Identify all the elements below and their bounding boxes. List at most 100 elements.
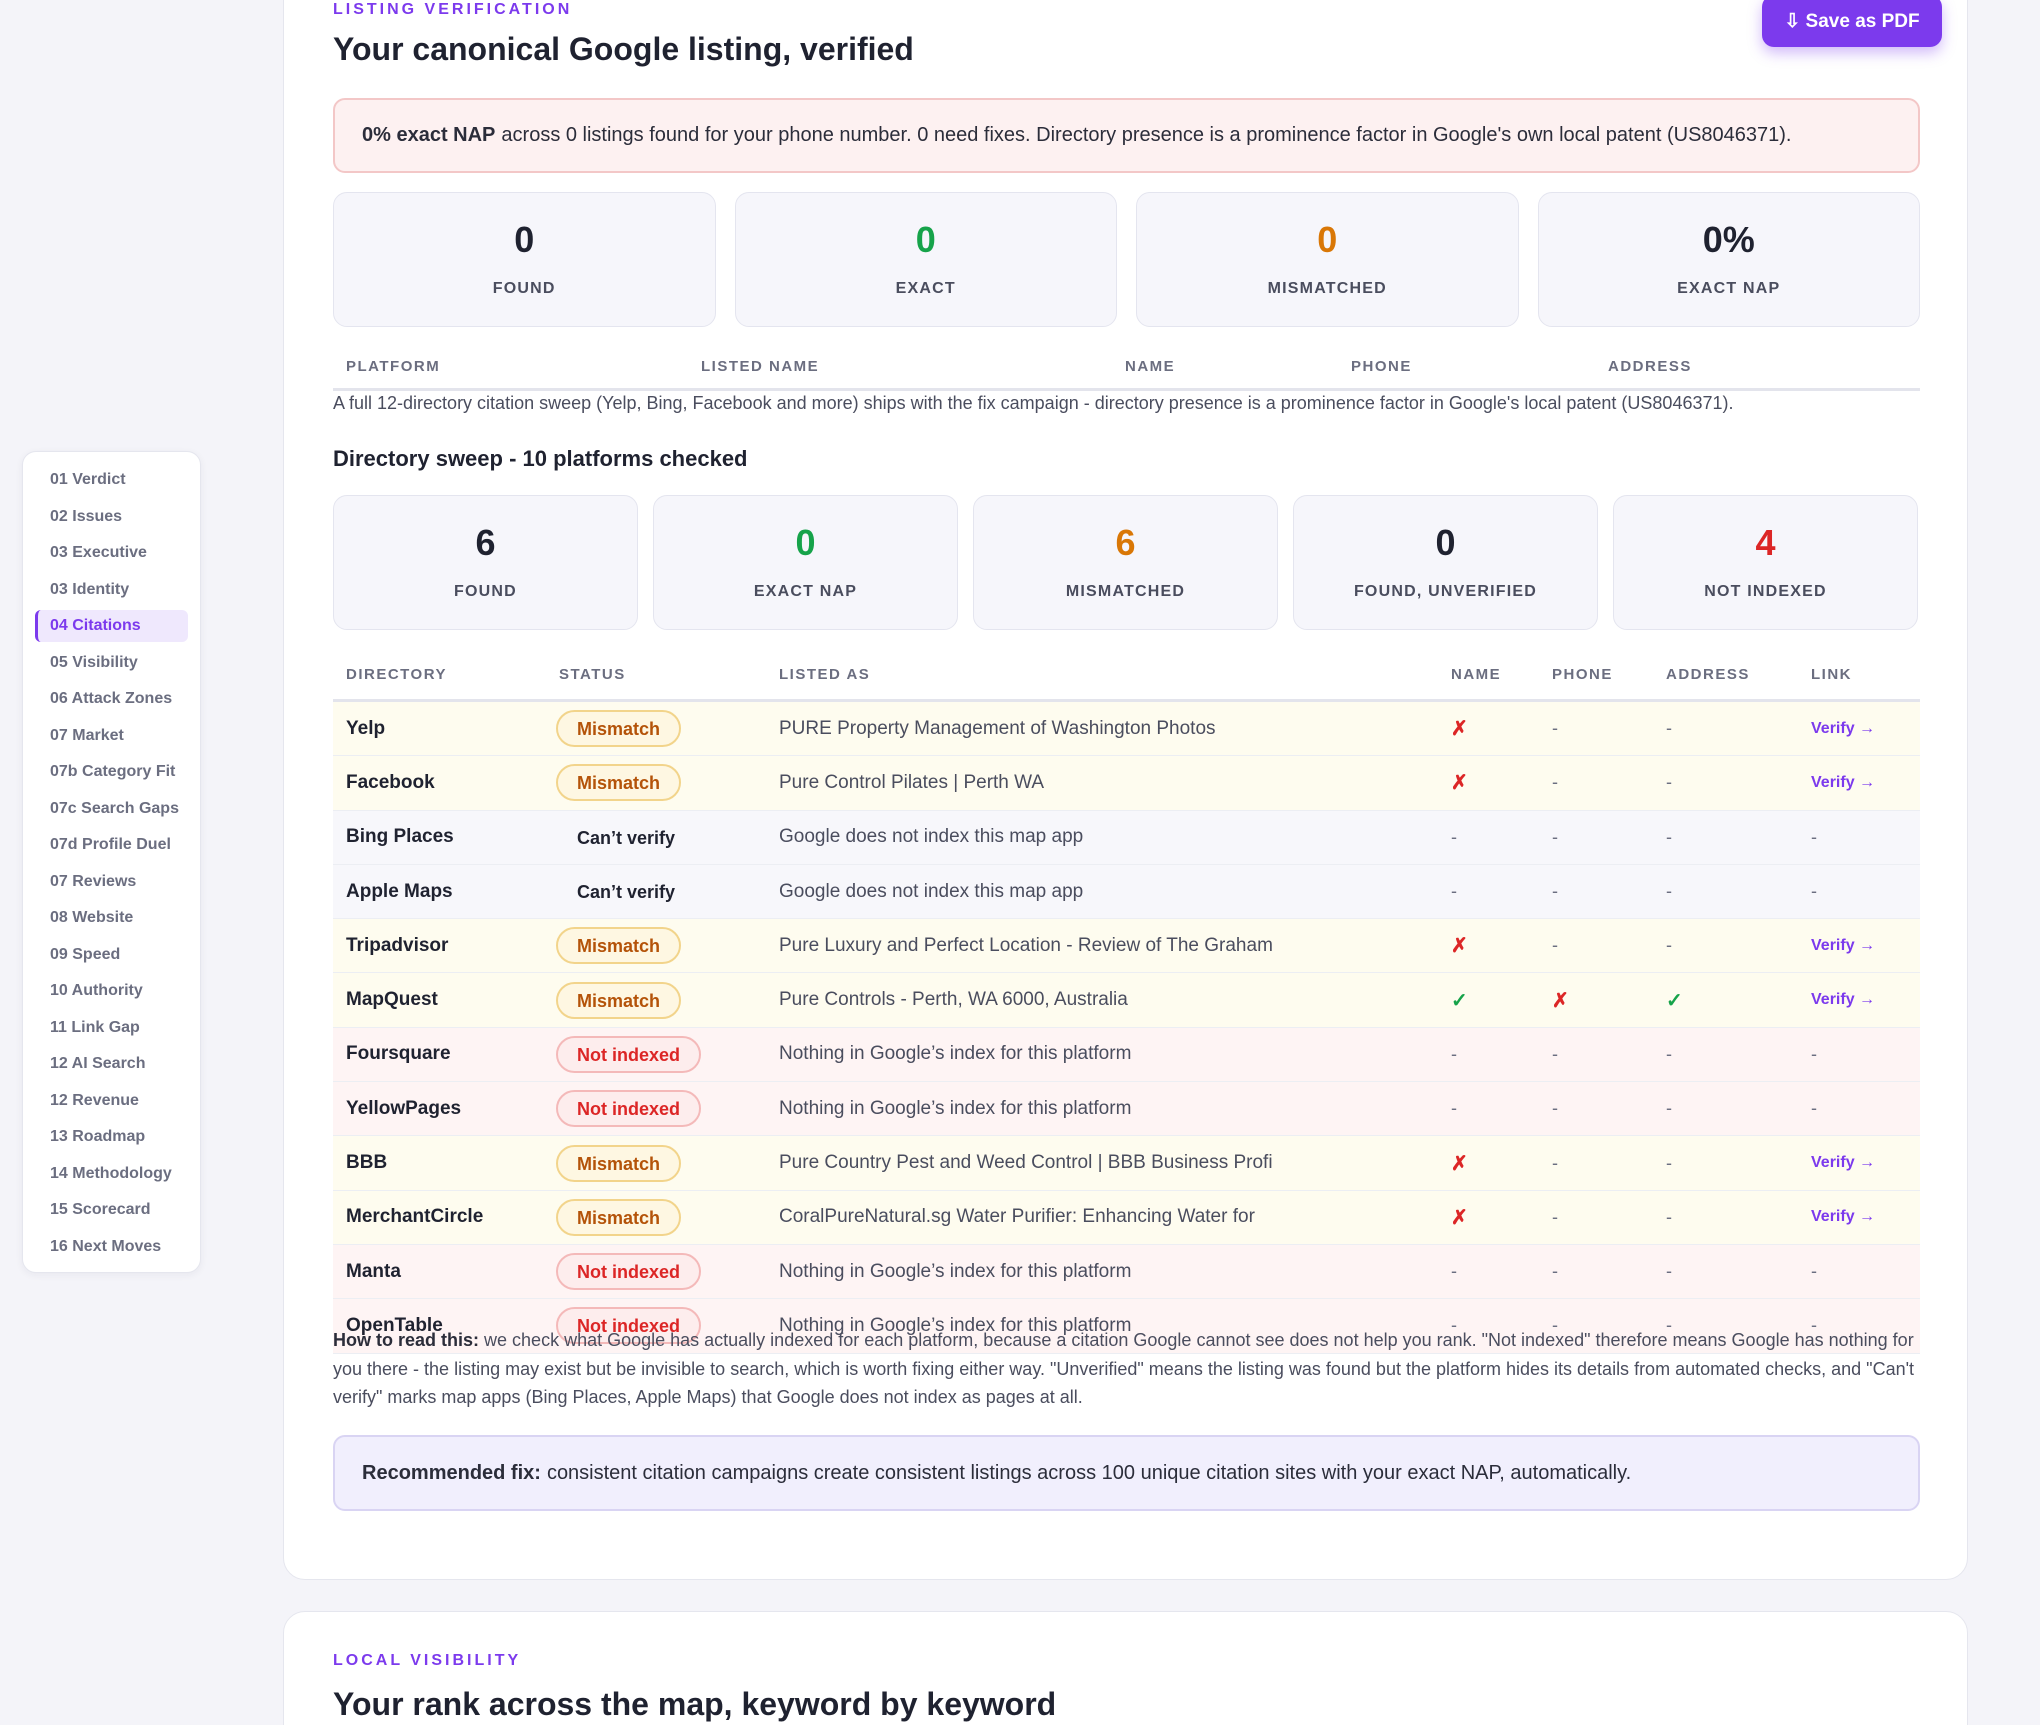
name-check: -: [1451, 1098, 1457, 1119]
stat-label: FOUND: [492, 279, 556, 297]
verify-link[interactable]: Verify →: [1811, 773, 1876, 791]
column-header: PHONE: [1351, 358, 1412, 375]
link-cell: -: [1811, 1082, 1817, 1135]
link-placeholder: -: [1811, 881, 1817, 902]
address-check-cell: -: [1666, 702, 1672, 755]
status-cell: Can’t verify: [556, 811, 696, 864]
listing-stats: 0 FOUND 0 EXACT 0 MISMATCHED 0% EXACT NA…: [333, 192, 1920, 327]
status-badge: Can’t verify: [577, 882, 676, 903]
address-check-cell: -: [1666, 1136, 1672, 1189]
table-row: Apple Maps Can’t verify Google does not in…: [333, 864, 1920, 920]
stat-value: 0: [1317, 218, 1338, 260]
table-row: BBB Mismatch Pure Country Pest and Weed Co…: [333, 1136, 1920, 1191]
sidebar-item[interactable]: 09 Speed: [50, 945, 121, 963]
section-eyebrow: LOCAL VISIBILITY: [333, 1652, 522, 1669]
directory-name: YellowPages: [346, 1097, 462, 1119]
sidebar-item[interactable]: 07 Reviews: [50, 872, 137, 890]
phone-check: -: [1552, 1206, 1558, 1227]
link-placeholder: -: [1811, 1098, 1817, 1119]
sidebar-item[interactable]: 05 Visibility: [50, 653, 138, 671]
address-check: -: [1666, 1098, 1672, 1119]
phone-check: -: [1552, 881, 1558, 902]
sidebar-item[interactable]: 14 Methodology: [50, 1164, 172, 1182]
address-check-cell: -: [1666, 1299, 1672, 1352]
save-pdf-button[interactable]: ⇩ Save as PDF: [1762, 0, 1942, 47]
link-placeholder: -: [1811, 1315, 1817, 1336]
sidebar-item[interactable]: 07d Profile Duel: [50, 836, 171, 853]
sidebar-item[interactable]: 02 Issues: [50, 507, 123, 525]
stat-value: 0: [1435, 521, 1456, 563]
listed-as: Google does not index this map app: [779, 880, 1084, 902]
phone-check: -: [1552, 1261, 1558, 1282]
phone-check: -: [1552, 1315, 1558, 1336]
sidebar-item[interactable]: 11 Link Gap: [50, 1018, 140, 1036]
status-badge: Mismatch: [556, 1144, 682, 1182]
sidebar-item[interactable]: 07c Search Gaps: [50, 799, 179, 817]
phone-check: -: [1552, 718, 1558, 739]
sidebar-item[interactable]: 16 Next Moves: [50, 1237, 162, 1255]
verify-link[interactable]: Verify →: [1811, 719, 1876, 737]
sweep-note: A full 12-directory citation sweep (Yelp…: [333, 393, 1734, 413]
section-title: Your canonical Google listing, verified: [333, 31, 914, 67]
sidebar-item[interactable]: 10 Authority: [50, 982, 143, 999]
link-cell: -: [1811, 1299, 1817, 1352]
alert-text: across 0 listings found for your phone n…: [501, 124, 1792, 146]
listed-as: Nothing in Google’s index for this platf…: [779, 1314, 1132, 1336]
stat-card: 4 NOT INDEXED: [1613, 495, 1918, 630]
address-check: -: [1666, 1315, 1672, 1336]
sidebar-item[interactable]: 12 Revenue: [50, 1091, 139, 1109]
sidebar-item[interactable]: 15 Scorecard: [50, 1201, 151, 1218]
phone-check: -: [1552, 1098, 1558, 1119]
status-badge: Not indexed: [556, 1253, 702, 1291]
verify-link[interactable]: Verify →: [1811, 1154, 1876, 1172]
status-badge: Not indexed: [556, 1035, 702, 1073]
stat-card: 0 FOUND, UNVERIFIED: [1293, 495, 1598, 630]
alert-highlight: 0% exact NAP: [362, 124, 496, 146]
status-cell: Not indexed: [556, 1245, 702, 1298]
status-badge: Mismatch: [556, 981, 682, 1019]
link-cell: Verify →: [1811, 756, 1875, 809]
column-header: NAME: [1125, 358, 1176, 375]
column-header: PHONE: [1552, 666, 1613, 683]
stat-card: 6 FOUND: [333, 495, 638, 630]
verify-link[interactable]: Verify →: [1811, 991, 1876, 1009]
directory-name: Facebook: [346, 771, 435, 793]
directory-name: Apple Maps: [346, 880, 453, 902]
sidebar-item[interactable]: 07b Category Fit: [50, 763, 176, 780]
sidebar-item[interactable]: 01 Verdict: [50, 471, 126, 488]
name-check-cell: ✗: [1451, 1136, 1468, 1189]
column-header: ADDRESS: [1608, 358, 1692, 375]
sidebar-item[interactable]: 08 Website: [50, 909, 134, 926]
sidebar-item[interactable]: 12 AI Search: [50, 1055, 146, 1072]
sidebar-item[interactable]: 03 Executive: [50, 544, 147, 561]
verify-link[interactable]: Verify →: [1811, 1208, 1876, 1226]
stat-value: 0: [514, 218, 535, 260]
sidebar-item[interactable]: 13 Roadmap: [50, 1128, 146, 1145]
local-visibility-card: LOCAL VISIBILITY Your rank across the ma…: [283, 1611, 1968, 1725]
sidebar-item[interactable]: 07 Market: [50, 726, 124, 744]
stat-value: 4: [1755, 521, 1776, 563]
directory-table: DIRECTORY STATUS LISTED AS NAME PHONE AD…: [333, 652, 1920, 1354]
stat-card: 6 MISMATCHED: [973, 495, 1278, 630]
sidebar-item[interactable]: 06 Attack Zones: [50, 690, 173, 707]
listing-verification-card: LISTING VERIFICATION Your canonical Goog…: [283, 0, 1968, 1580]
phone-check: -: [1552, 935, 1558, 956]
name-check-cell: ✗: [1451, 702, 1468, 755]
phone-check-cell: ✗: [1552, 973, 1569, 1026]
status-cell: Not indexed: [556, 1028, 702, 1081]
stat-label: EXACT: [895, 279, 956, 297]
stat-value: 6: [475, 521, 496, 563]
column-header: LINK: [1811, 666, 1852, 683]
link-cell: Verify →: [1811, 919, 1875, 972]
directory-name: BBB: [346, 1152, 388, 1174]
name-check-cell: -: [1451, 1299, 1457, 1352]
sidebar-item[interactable]: 03 Identity: [50, 580, 130, 598]
name-check: ✗: [1451, 772, 1468, 795]
sidebar-item[interactable]: 04 Citations: [35, 610, 188, 642]
name-check-cell: -: [1451, 1028, 1457, 1081]
address-check: -: [1666, 1152, 1672, 1173]
verify-link[interactable]: Verify →: [1811, 936, 1876, 954]
stat-label: FOUND: [454, 582, 517, 600]
column-header: PLATFORM: [346, 358, 441, 375]
status-cell: Mismatch: [556, 973, 682, 1026]
